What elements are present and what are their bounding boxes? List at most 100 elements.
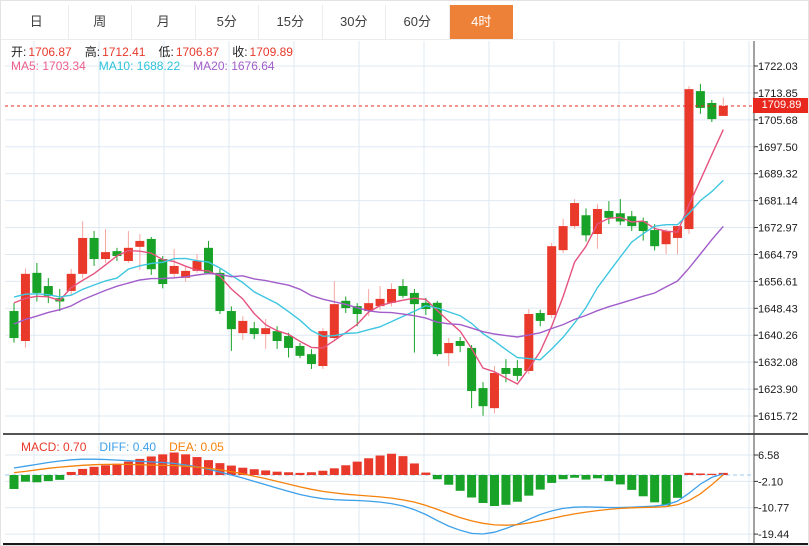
tab-4hour[interactable]: 4时 (449, 5, 513, 39)
candle-up (489, 372, 499, 409)
macd-bar (638, 475, 648, 497)
ma5-label: MA5: (11, 59, 40, 73)
candle-down (203, 247, 213, 273)
tab-daily[interactable]: 日 (5, 5, 69, 39)
low-label: 低: (158, 45, 174, 59)
candle-down (467, 347, 477, 392)
tab-4hour-label: 4时 (471, 14, 492, 29)
macd-bar (604, 475, 614, 482)
macd-bar (650, 475, 660, 503)
ma20-label: MA20: (193, 59, 228, 73)
macd-axis-tick-label: 6.58 (758, 450, 779, 462)
macd-bar (226, 465, 236, 475)
tab-60min[interactable]: 60分 (386, 5, 450, 39)
ma10-label: MA10: (98, 59, 134, 73)
macd-bar (432, 475, 442, 480)
candle-down (295, 345, 305, 356)
ohlc-open: 开: 1706.87 (11, 43, 72, 60)
y-axis-tick-label: 1648.43 (758, 303, 798, 315)
candle-down (9, 311, 19, 339)
macd-bar (387, 453, 397, 475)
macd-bar (615, 475, 625, 485)
macd-bar (455, 475, 465, 491)
macd-bar (661, 475, 671, 506)
macd-bar (43, 475, 53, 482)
macd-legend: MACD: 0.70 DIFF: 0.40 DEA: 0.05 (21, 440, 224, 454)
tab-daily-label: 日 (29, 14, 43, 29)
ma-line-ma20 (13, 225, 724, 338)
tab-15min-label: 15分 (276, 14, 304, 29)
candle-down (512, 367, 522, 376)
macd-bar (101, 465, 111, 475)
candle-down (112, 251, 122, 257)
candle-down (638, 221, 648, 232)
current-price-badge: 1709.89 (753, 98, 808, 114)
candle-down (249, 328, 259, 335)
macd-bar (570, 475, 580, 478)
candle-up (329, 304, 339, 339)
macd-bar (306, 472, 316, 475)
candle-down (215, 272, 225, 312)
ohlc-high: 高: 1712.41 (85, 43, 146, 60)
ohlc-close: 收: 1709.89 (232, 43, 293, 60)
tab-15min[interactable]: 15分 (259, 5, 323, 39)
macd-bar (215, 463, 225, 475)
tab-5min[interactable]: 5分 (196, 5, 259, 39)
candle-up (66, 273, 76, 291)
toolbar-divider (1, 39, 808, 40)
tab-monthly[interactable]: 月 (132, 5, 196, 39)
candle-up (78, 237, 88, 274)
candle-down (455, 341, 465, 346)
macd-bar (547, 475, 557, 483)
macd-bar (684, 472, 694, 475)
candle-down (535, 313, 545, 321)
high-value: 1712.41 (102, 45, 146, 59)
candle-down (146, 238, 156, 270)
diff-line (13, 458, 724, 535)
macd-bar (261, 470, 271, 475)
candle-up (192, 261, 202, 271)
macd-bar (707, 473, 717, 475)
candle-up (718, 105, 728, 116)
candle-down (432, 302, 442, 355)
y-axis-tick-label: 1689.32 (758, 169, 798, 181)
ma20-value: 1676.64 (231, 59, 275, 73)
candle-up (661, 231, 671, 245)
candle-down (650, 230, 660, 247)
candle-down (707, 102, 717, 120)
macd-axis-tick-label: -2.10 (758, 476, 783, 488)
macd-axis-tick-label: -19.44 (758, 529, 789, 541)
tab-weekly[interactable]: 周 (69, 5, 132, 39)
candle-up (101, 252, 111, 260)
tab-30min[interactable]: 30分 (323, 5, 386, 39)
macd-bar (272, 471, 282, 475)
candle-up (570, 203, 580, 227)
macd-bar (146, 456, 156, 475)
macd-bar (78, 468, 88, 475)
candle-down (284, 336, 294, 348)
candle-down (501, 367, 511, 374)
macd-bar (512, 475, 522, 502)
candle-down (604, 210, 614, 218)
y-axis-tick-label: 1640.26 (758, 330, 798, 342)
macd-bar (409, 463, 419, 475)
candle-up (364, 303, 374, 312)
tab-5min-label: 5分 (216, 14, 237, 29)
candle-up (261, 328, 271, 335)
candle-up (592, 208, 602, 235)
macd-bar (558, 475, 568, 480)
y-axis-tick-label: 1664.79 (758, 249, 798, 261)
macd-bar (478, 475, 488, 503)
macd-bar (581, 475, 591, 480)
macd-bar (352, 461, 362, 475)
candle-up (375, 298, 385, 307)
macd-bar (501, 475, 511, 505)
macd-bar (66, 471, 76, 475)
low-value: 1706.87 (175, 45, 220, 59)
macd-value: 0.70 (63, 440, 87, 454)
macd-bar (364, 458, 374, 475)
y-axis-tick-label: 1713.85 (758, 88, 798, 100)
open-label: 开: (11, 45, 27, 59)
macd-bar (535, 475, 545, 490)
